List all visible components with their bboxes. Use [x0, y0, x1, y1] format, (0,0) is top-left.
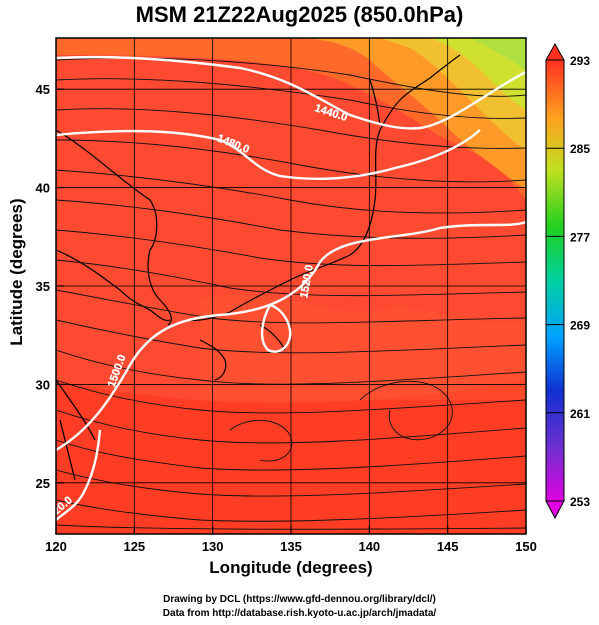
colorbar: 293 285 277 269 261 253: [545, 42, 590, 520]
credit-data: Data from http://database.rish.kyoto-u.a…: [162, 608, 437, 619]
x-tick-label-150: 150: [515, 539, 537, 554]
streamlines: [56, 57, 526, 530]
x-tick-label-125: 125: [123, 539, 145, 554]
map-title: MSM 21Z22Aug2025 (850.0hPa): [135, 2, 464, 27]
colorbar-tick-label-269: 269: [570, 319, 590, 333]
height-contours: [56, 55, 526, 521]
contour-label-3: 1520.0: [298, 264, 316, 299]
colorbar-bottom-arrow: [545, 500, 565, 520]
credit-drawing: Drawing by DCL (https://www.gfd-dennou.o…: [163, 594, 436, 605]
gridlines: [56, 38, 526, 534]
colorbar-bar: [545, 59, 565, 502]
colorbar-tick-label-253: 253: [570, 495, 590, 509]
y-tick-label-45: 45: [36, 82, 50, 97]
colorbar-tick-label-293: 293: [570, 54, 590, 68]
x-tick-label-135: 135: [280, 539, 302, 554]
colorbar-tick-label-277: 277: [570, 230, 590, 244]
colorbar-tick-label-285: 285: [570, 142, 590, 156]
colorbar-tick-label-261: 261: [570, 407, 590, 421]
y-tick-label-40: 40: [36, 181, 50, 196]
coastlines: [56, 54, 461, 481]
x-tick-label-145: 145: [437, 539, 459, 554]
colorbar-top-arrow: [545, 42, 565, 61]
y-tick-labels: 25 30 35 40 45: [36, 82, 64, 491]
y-tick-label-30: 30: [36, 377, 50, 392]
x-tick-label-120: 120: [45, 539, 67, 554]
colorbar-tick-labels: 293 285 277 269 261 253: [546, 54, 590, 509]
x-tick-label-130: 130: [202, 539, 224, 554]
y-axis-label: Latitude (degrees): [7, 198, 26, 346]
x-tick-label-140: 140: [358, 539, 380, 554]
x-axis-label: Longitude (degrees): [209, 558, 373, 577]
y-tick-label-25: 25: [36, 476, 50, 491]
y-tick-label-35: 35: [36, 279, 50, 294]
x-tick-labels: 120 125 130 135 140 145 150: [45, 526, 537, 554]
